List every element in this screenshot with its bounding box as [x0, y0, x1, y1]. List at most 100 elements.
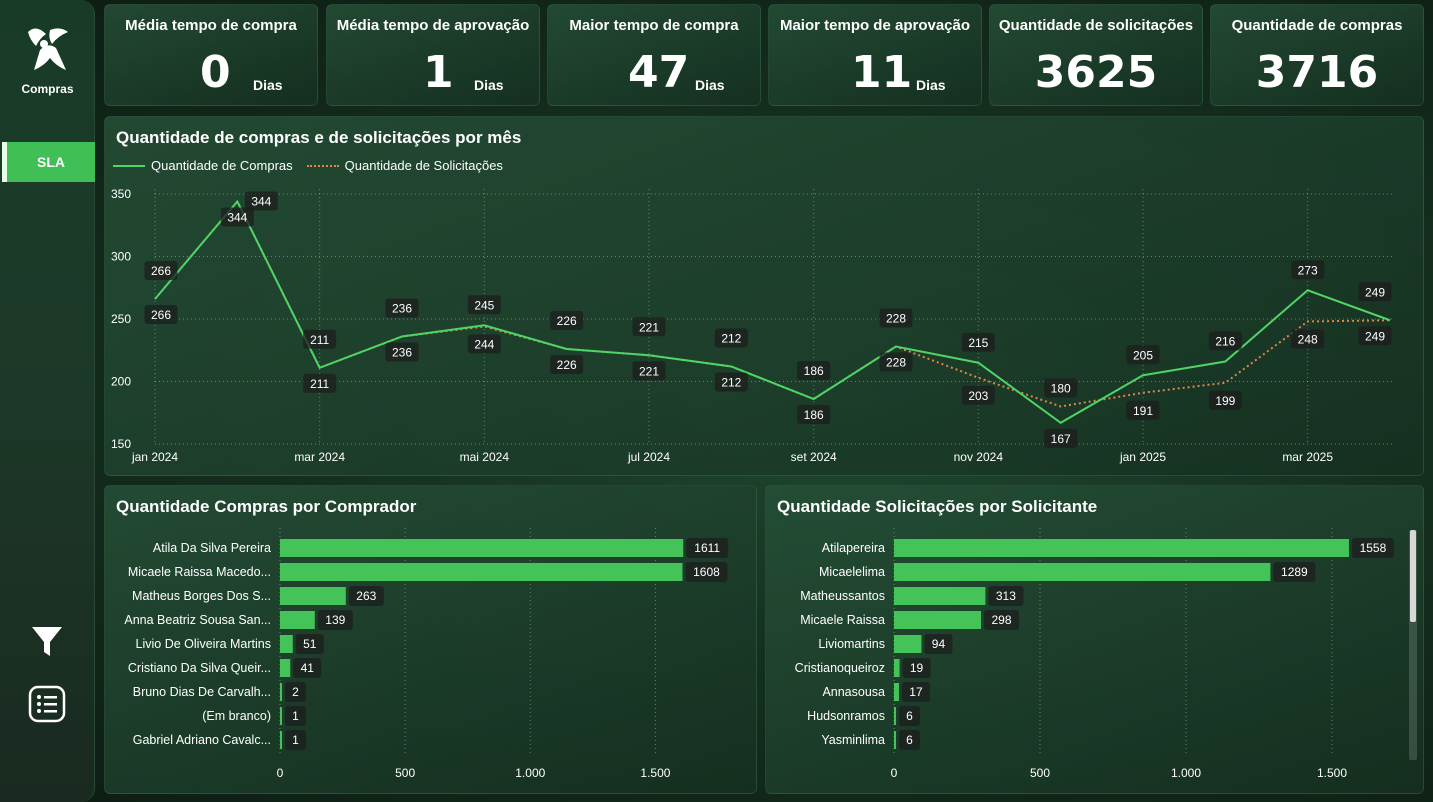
x-tick-label: 500	[1030, 766, 1050, 780]
data-label-solicitacoes: 191	[1133, 404, 1153, 418]
x-tick-label: jan 2025	[1119, 450, 1166, 464]
kpi-card-request-count: Quantidade de solicitações 3625	[989, 4, 1203, 106]
bar-value-label: 139	[325, 613, 345, 627]
data-label-compras: 236	[392, 302, 412, 316]
data-label-compras-bg	[244, 191, 278, 211]
kpi-title: Média tempo de aprovação	[336, 17, 530, 34]
x-tick-label: mar 2024	[294, 450, 345, 464]
bar-value-label: 17	[909, 685, 923, 699]
data-label-solicitacoes: 236	[392, 346, 412, 360]
bar-value-label: 1608	[693, 565, 720, 579]
data-label-compras-bg	[1044, 428, 1078, 448]
data-label-solicitacoes-bg	[220, 207, 254, 227]
bar	[894, 563, 1271, 581]
bar-chart-requesters-title: Quantidade Solicitações por Solicitante	[777, 497, 1098, 516]
data-label-solicitacoes: 212	[721, 376, 741, 390]
bar-chart-requesters-panel: Quantidade Solicitações por Solicitante …	[765, 485, 1424, 794]
bar-chart-buyers-title: Quantidade Compras por Comprador	[116, 497, 417, 516]
bar-value-label: 2	[292, 685, 299, 699]
bar-value-bg	[285, 682, 306, 702]
scrollbar-thumb[interactable]	[1410, 530, 1416, 622]
legend-item-compras[interactable]: Quantidade de Compras	[113, 158, 293, 173]
data-label-compras: 273	[1298, 263, 1318, 277]
kpi-value: 11	[851, 47, 913, 98]
bar-value-label: 41	[301, 661, 315, 675]
x-tick-label: 1.500	[640, 766, 670, 780]
bar-value-label: 6	[906, 709, 913, 723]
data-label-solicitacoes: 211	[310, 377, 329, 391]
category-label: Bruno Dias De Carvalh...	[133, 685, 271, 699]
data-label-compras: 221	[639, 320, 659, 334]
kpi-value: 1	[423, 47, 454, 98]
category-label: Atila Da Silva Pereira	[153, 541, 271, 555]
data-label-compras: 186	[804, 364, 824, 378]
legend-item-solicitacoes[interactable]: Quantidade de Solicitações	[306, 158, 503, 173]
kpi-unit: Dias	[695, 77, 725, 93]
data-label-compras: 212	[721, 332, 741, 346]
bar-value-label: 1	[292, 733, 299, 747]
bar	[280, 635, 293, 653]
data-label-solicitacoes-bg	[144, 305, 178, 324]
logo-icon	[28, 28, 68, 70]
data-label-solicitacoes: 226	[557, 358, 577, 372]
x-tick-label: 1.000	[1171, 766, 1201, 780]
bar-value-bg	[924, 634, 953, 654]
data-label-compras: 167	[1051, 432, 1071, 446]
x-tick-label: mar 2025	[1282, 450, 1333, 464]
series-line-compras	[154, 199, 1391, 424]
bar	[280, 611, 315, 629]
x-tick-label: jul 2024	[627, 450, 670, 464]
data-label-compras-bg	[467, 295, 501, 315]
list-icon[interactable]	[28, 685, 66, 723]
bar-value-label: 19	[910, 661, 924, 675]
bar-value-label: 313	[996, 589, 1016, 603]
app-name: Compras	[21, 82, 74, 96]
bar-value-bg	[902, 658, 931, 678]
bar	[894, 659, 900, 677]
data-label-compras-bg	[1291, 260, 1325, 280]
nav-sla-button[interactable]: SLA	[2, 142, 95, 182]
kpi-card-max-approval-time: Maior tempo de aprovação 11 Dias	[768, 4, 982, 106]
kpi-card-purchase-count: Quantidade de compras 3716	[1210, 4, 1424, 106]
data-label-compras-bg	[797, 361, 831, 380]
bar-value-bg	[293, 658, 322, 678]
series-line-solicitacoes	[154, 199, 1391, 408]
data-label-solicitacoes: 199	[1215, 394, 1235, 408]
filter-icon[interactable]	[30, 624, 64, 658]
bar-value-bg	[984, 610, 1020, 630]
bar-chart-buyers-panel: Quantidade Compras por Comprador 0 500 1.0…	[104, 485, 757, 794]
kpi-title: Maior tempo de compra	[569, 17, 739, 34]
bar	[894, 635, 922, 653]
bar	[280, 707, 282, 725]
legend-label-solicitacoes: Quantidade de Solicitações	[344, 158, 503, 173]
kpi-title: Maior tempo de aprovação	[779, 17, 971, 34]
data-label-solicitacoes-bg	[632, 361, 666, 381]
kpi-card-max-purchase-time: Maior tempo de compra 47 Dias	[547, 4, 761, 106]
bar-value-bg	[295, 634, 324, 654]
bar-chart-buyers: 0 500 1.000 1.500 Atila Da Silva Pereira 1611…	[124, 528, 729, 780]
category-label: Cristiano Da Silva Queir...	[128, 661, 271, 675]
data-label-compras-bg	[879, 308, 913, 328]
category-label: Livio De Oliveira Martins	[136, 637, 271, 651]
bar-chart-requesters: 0 500 1.000 1.500 Atilapereira 1558 Micaelelim…	[795, 528, 1394, 780]
kpi-value: 0	[200, 47, 231, 98]
data-label-solicitacoes-bg	[797, 405, 831, 424]
bar	[280, 731, 282, 749]
bar-value-bg	[686, 538, 729, 558]
x-tick-label: 1.000	[515, 766, 545, 780]
data-label-solicitacoes-bg	[385, 342, 419, 362]
legend-label-compras: Quantidade de Compras	[151, 158, 293, 173]
data-label-solicitacoes: 228	[886, 356, 906, 370]
x-tick-label: 500	[395, 766, 415, 780]
line-chart-panel: Quantidade de compras e de solicitações …	[104, 116, 1424, 476]
bar-value-label: 1289	[1281, 565, 1308, 579]
data-label-compras-bg	[1208, 331, 1242, 351]
bar-chart-scrollbar[interactable]	[1409, 530, 1417, 760]
data-label-compras-bg	[1126, 345, 1160, 365]
bar-value-bg	[1273, 562, 1316, 582]
data-label-compras: 215	[968, 336, 988, 350]
data-label-solicitacoes-bg	[1358, 326, 1392, 346]
line-chart-title: Quantidade de compras e de solicitações …	[116, 128, 522, 147]
x-tick-label: jan 2024	[131, 450, 178, 464]
data-label-solicitacoes: 344	[227, 211, 247, 225]
